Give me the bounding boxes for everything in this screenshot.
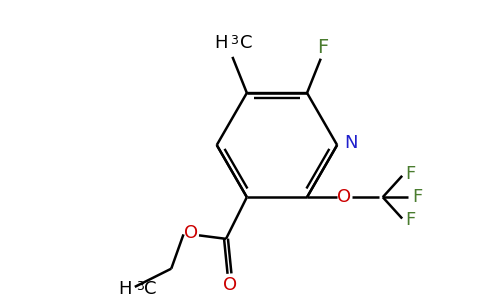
Text: F: F [405, 212, 415, 230]
Text: H: H [214, 34, 227, 52]
Text: F: F [405, 165, 415, 183]
Text: 3: 3 [230, 34, 238, 47]
Text: O: O [337, 188, 351, 206]
Text: F: F [317, 38, 328, 56]
Text: N: N [344, 134, 358, 152]
Text: O: O [184, 224, 198, 242]
Text: C: C [144, 280, 156, 298]
Text: F: F [412, 188, 423, 206]
Text: H: H [119, 280, 132, 298]
Text: C: C [240, 34, 253, 52]
Text: O: O [224, 276, 238, 294]
Text: 3: 3 [136, 280, 144, 293]
